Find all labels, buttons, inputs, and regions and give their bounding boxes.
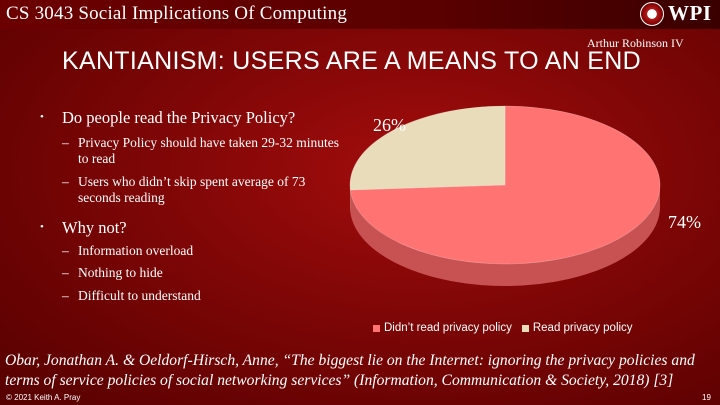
wpi-logo: WPI	[640, 1, 712, 26]
citation: Obar, Jonathan A. & Oeldorf-Hirsch, Anne…	[5, 352, 695, 389]
legend-item-didnt-read: Didn’t read privacy policy	[373, 322, 512, 334]
dash-icon: –	[62, 135, 69, 150]
bullet-text: Do people read the Privacy Policy?	[62, 108, 296, 127]
dash-icon: –	[62, 265, 69, 280]
pie-slice-didnt-read	[349, 105, 661, 265]
legend-swatch	[521, 324, 529, 332]
dash-icon: –	[62, 243, 69, 258]
copyright: © 2021 Keith A. Pray	[6, 393, 81, 402]
bullet-text: Why not?	[62, 218, 127, 237]
bullet-dot-icon: •	[40, 111, 44, 123]
sub-bullet-text: Difficult to understand	[78, 288, 201, 303]
page-number: 19	[702, 393, 711, 402]
legend-swatch	[373, 324, 380, 332]
dash-icon: –	[62, 288, 69, 303]
legend-label: Read privacy policy	[532, 322, 633, 334]
logo-text: WPI	[668, 1, 712, 25]
data-label-read: 26%	[373, 115, 406, 135]
sub-bullet-text: Nothing to hide	[78, 265, 163, 280]
pie-slice-read	[349, 105, 506, 191]
legend-item-read: Read privacy policy	[521, 322, 633, 334]
sub-bullet-text: Privacy Policy should have taken 29-32 m…	[78, 135, 339, 166]
pie-chart-svg	[349, 105, 661, 286]
slide-title: KANTIANISM: USERS ARE A MEANS TO AN END	[62, 47, 641, 75]
data-label-didnt-read: 74%	[668, 212, 701, 232]
author-name: Arthur Robinson IV	[587, 36, 684, 50]
dash-icon: –	[62, 174, 69, 189]
wpi-seal-icon	[640, 1, 664, 26]
legend-label: Didn’t read privacy policy	[384, 322, 512, 334]
sub-bullet-text: Users who didn’t skip spent average of 7…	[78, 174, 306, 205]
header-bar: CS 3043 Social Implications Of Computing…	[0, 0, 720, 29]
chart-legend: Didn’t read privacy policy Read privacy …	[373, 322, 643, 334]
pie-chart: 26% 74%	[340, 105, 720, 350]
sub-bullet-text: Information overload	[78, 243, 194, 258]
bullet-dot-icon: •	[40, 221, 44, 233]
pie-side-didnt-read	[350, 185, 660, 286]
course-title: CS 3043 Social Implications Of Computing	[6, 3, 348, 24]
